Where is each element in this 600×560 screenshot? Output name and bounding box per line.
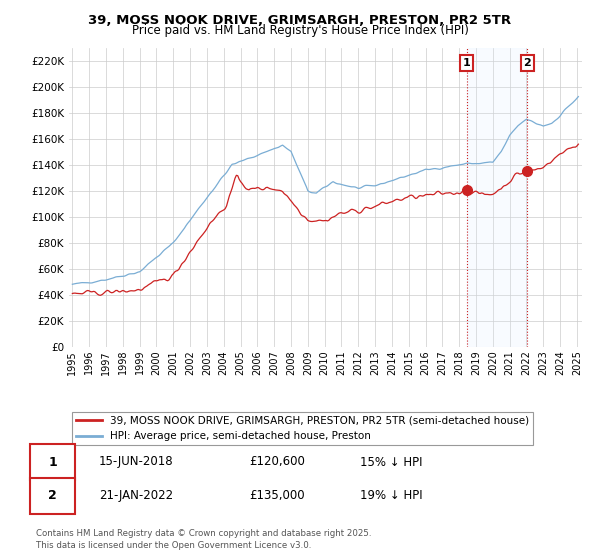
Text: 21-JAN-2022: 21-JAN-2022 (99, 489, 173, 502)
Text: 1: 1 (48, 455, 57, 469)
Text: £120,600: £120,600 (249, 455, 305, 469)
Text: 1: 1 (463, 58, 470, 68)
Text: 2: 2 (48, 489, 57, 502)
Text: 19% ↓ HPI: 19% ↓ HPI (360, 489, 422, 502)
Text: 39, MOSS NOOK DRIVE, GRIMSARGH, PRESTON, PR2 5TR: 39, MOSS NOOK DRIVE, GRIMSARGH, PRESTON,… (88, 14, 512, 27)
Text: Price paid vs. HM Land Registry's House Price Index (HPI): Price paid vs. HM Land Registry's House … (131, 24, 469, 36)
Legend: 39, MOSS NOOK DRIVE, GRIMSARGH, PRESTON, PR2 5TR (semi-detached house), HPI: Ave: 39, MOSS NOOK DRIVE, GRIMSARGH, PRESTON,… (71, 412, 533, 445)
Text: £135,000: £135,000 (249, 489, 305, 502)
Text: 15% ↓ HPI: 15% ↓ HPI (360, 455, 422, 469)
Text: 2: 2 (523, 58, 531, 68)
Bar (467, 48, 527, 347)
Text: Contains HM Land Registry data © Crown copyright and database right 2025.
This d: Contains HM Land Registry data © Crown c… (36, 529, 371, 550)
Text: 15-JUN-2018: 15-JUN-2018 (99, 455, 173, 469)
